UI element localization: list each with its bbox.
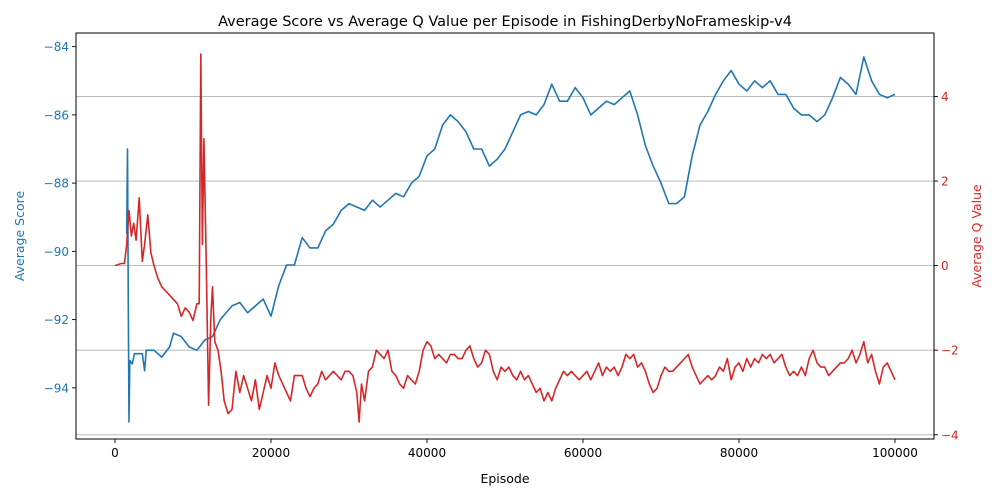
x-axis-ticks: 0 20000 40000 60000 80000 100000 [111, 439, 918, 460]
average-q-value-line [114, 53, 896, 423]
right-axis-label: Average Q Value [969, 184, 984, 288]
x-tick-label: 40000 [408, 446, 446, 460]
x-axis-label: Episode [480, 471, 529, 486]
plot-frame [75, 32, 935, 440]
left-tick-label: −84 [44, 40, 69, 54]
right-tick-label: 2 [941, 175, 949, 189]
left-tick-label: −86 [44, 108, 69, 122]
left-tick-label: −94 [44, 381, 69, 395]
left-axis-ticks: −94 −92 −90 −88 −86 −84 [44, 40, 76, 395]
right-tick-label: 4 [941, 90, 949, 104]
x-tick-label: 60000 [564, 446, 602, 460]
x-tick-label: 80000 [720, 446, 758, 460]
chart-title: Average Score vs Average Q Value per Epi… [218, 14, 792, 30]
plot-series [114, 53, 896, 423]
right-axis-ticks: −4 −2 0 2 4 [934, 90, 959, 442]
left-tick-label: −92 [44, 313, 69, 327]
left-tick-label: −90 [44, 245, 69, 259]
right-tick-label: 0 [941, 259, 949, 273]
x-tick-label: 0 [111, 446, 119, 460]
gridlines [76, 95, 934, 436]
x-tick-label: 100000 [872, 446, 918, 460]
left-axis-label: Average Score [12, 191, 27, 282]
left-tick-label: −88 [44, 177, 69, 191]
right-tick-label: −4 [941, 428, 959, 442]
x-tick-label: 20000 [252, 446, 290, 460]
right-tick-label: −2 [941, 344, 959, 358]
average-score-line [125, 56, 896, 423]
